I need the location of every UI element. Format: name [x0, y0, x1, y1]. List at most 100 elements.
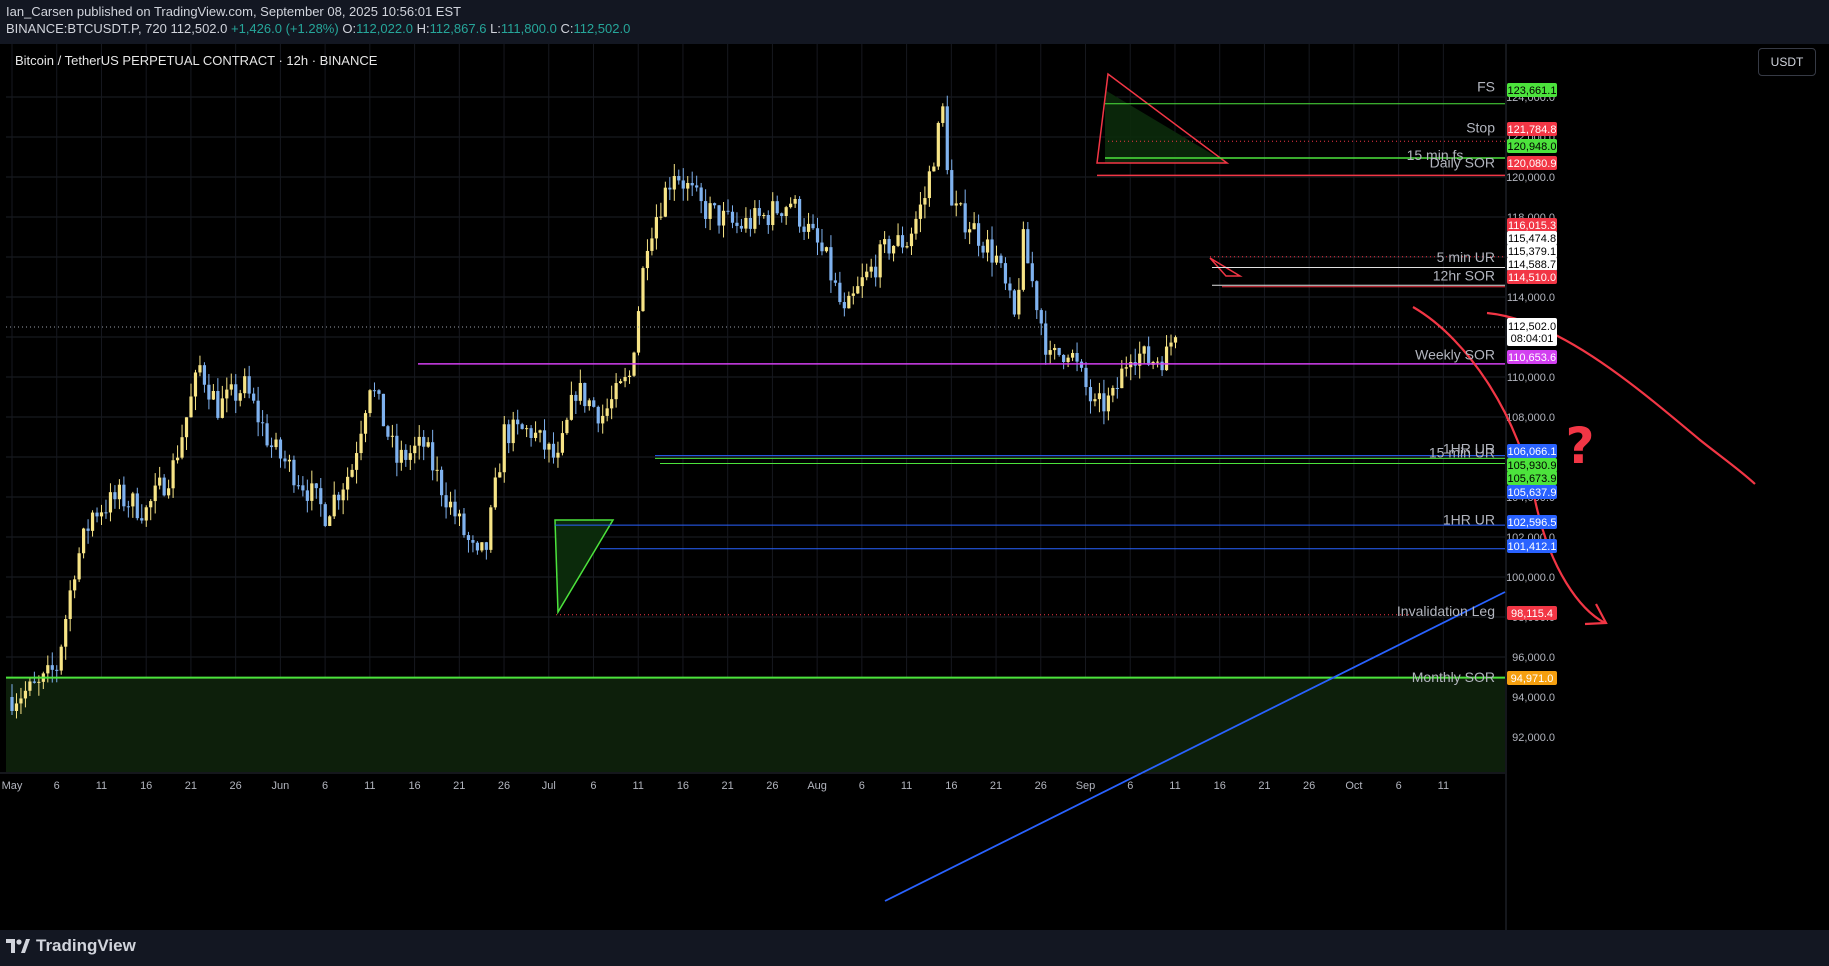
level-label: 5 min UR — [1437, 249, 1495, 265]
last-price: 112,502.0 — [170, 21, 228, 36]
candle-body — [726, 210, 730, 212]
candle-body — [73, 579, 77, 591]
candle-body — [180, 437, 184, 458]
level-label: 15 min UR — [1429, 445, 1495, 461]
candle-body — [619, 381, 623, 384]
candle-body — [690, 183, 694, 186]
price-tag-bg — [1507, 606, 1557, 620]
candle-body — [1169, 342, 1173, 347]
candle-body — [475, 542, 479, 551]
candle-body — [887, 239, 891, 254]
author-name[interactable]: Ian_Carsen — [6, 4, 74, 19]
candle-body — [274, 439, 278, 448]
candle-body — [542, 430, 547, 450]
high-label: H: — [416, 21, 430, 36]
candle-body — [735, 222, 739, 226]
x-tick-label: 21 — [185, 780, 197, 792]
candle-body — [1111, 387, 1115, 396]
candle-body — [945, 106, 949, 171]
price-tag-label: 102,596.5 — [1508, 517, 1557, 529]
candle-body — [462, 513, 466, 536]
candle-body — [990, 239, 994, 263]
candle-body — [305, 490, 309, 501]
candle-body — [484, 542, 488, 550]
current-price-tag-label: 112,502.0 — [1508, 321, 1556, 333]
candle-body — [175, 457, 180, 461]
small-red-triangle — [1209, 257, 1243, 277]
candle-body — [1173, 337, 1178, 343]
candle-body — [1079, 361, 1084, 368]
price-tag-bg — [1507, 122, 1557, 136]
x-tick-label: 11 — [96, 780, 107, 792]
candle-body — [636, 311, 641, 353]
x-tick-label: 11 — [901, 780, 912, 792]
candle-body — [762, 215, 766, 217]
x-tick-label: Jul — [542, 780, 556, 792]
brand-name: TradingView — [36, 936, 136, 955]
candle-body — [766, 215, 770, 226]
candle-body — [806, 223, 811, 232]
candle-body — [77, 553, 81, 580]
candle-body — [516, 419, 520, 425]
x-tick-label: 11 — [1438, 780, 1449, 792]
currency-button[interactable]: USDT — [1758, 48, 1816, 76]
candle-body — [757, 208, 761, 216]
price-tag-label: 114,510.0 — [1508, 272, 1556, 284]
candle-body — [243, 376, 247, 394]
price-tag-label: 101,412.1 — [1508, 541, 1557, 553]
candle-body — [363, 413, 368, 434]
x-tick-label: 21 — [722, 780, 734, 792]
candle-body — [699, 187, 703, 202]
candle-body — [507, 424, 511, 444]
candle-body — [909, 233, 914, 247]
candle-body — [918, 204, 923, 219]
candle-body — [596, 406, 600, 424]
price-tag-label: 105,930.9 — [1508, 460, 1557, 472]
candle-body — [641, 268, 645, 312]
candle-body — [923, 198, 927, 205]
x-tick-label: 16 — [945, 780, 957, 792]
candle-body — [587, 400, 591, 407]
candle-body — [417, 436, 421, 446]
candle-body — [131, 493, 135, 507]
y-tick-label: 94,000.0 — [1512, 692, 1555, 704]
candle-body — [959, 203, 963, 205]
candle-body — [261, 422, 265, 424]
candle-body — [977, 223, 981, 246]
candle-body — [68, 590, 72, 620]
red-triangle-drawing — [1096, 72, 1230, 164]
candle-body — [167, 488, 171, 496]
candle-body — [981, 245, 985, 253]
price-tag-bg — [1507, 83, 1557, 97]
candle-body — [1164, 346, 1169, 371]
candle-body — [954, 203, 958, 206]
price-tag-label: 116,015.3 — [1508, 220, 1556, 232]
candle-body — [440, 469, 444, 496]
candle-body — [905, 246, 909, 248]
candle-body — [896, 235, 900, 246]
candle-body — [265, 423, 269, 446]
price-tag-bg — [1507, 244, 1557, 258]
candle-body — [1053, 347, 1057, 351]
candle-body — [1026, 229, 1030, 264]
candle-body — [1075, 353, 1079, 362]
x-tick-label: 11 — [633, 780, 644, 792]
candle-body — [1070, 353, 1075, 358]
y-tick-label: 120,000.0 — [1506, 172, 1555, 184]
candle-body — [372, 390, 377, 392]
candle-body — [793, 198, 797, 204]
candle-body — [193, 372, 198, 397]
candle-body — [780, 213, 784, 216]
x-tick-label: 6 — [322, 780, 328, 792]
y-tick-label: 110,000.0 — [1507, 372, 1555, 384]
candle-body — [748, 217, 752, 229]
candle-body — [37, 681, 41, 683]
price-tag-bg — [1507, 515, 1557, 529]
candle-body — [1147, 346, 1151, 365]
question-mark-annotation: ? — [1565, 417, 1594, 475]
level-label: 12hr SOR — [1433, 268, 1495, 284]
tradingview-logo[interactable]: TradingView — [6, 936, 136, 956]
candle-body — [1115, 387, 1119, 389]
candle-body — [605, 408, 609, 416]
